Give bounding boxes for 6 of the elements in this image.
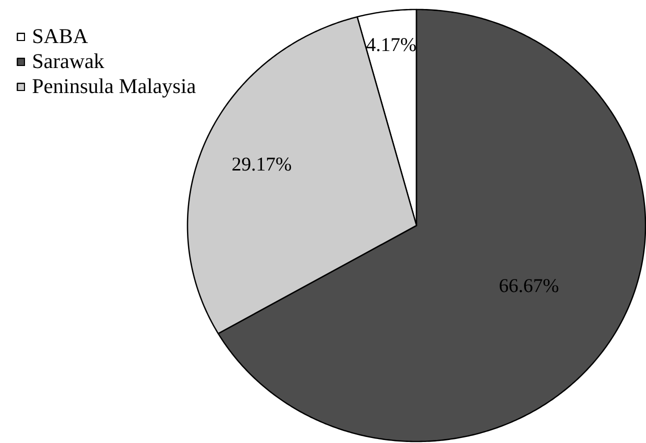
data-label: 66.67% — [498, 276, 559, 298]
data-label: 4.17% — [366, 34, 417, 56]
legend-label: Peninsula Malaysia — [32, 74, 196, 99]
data-label: 29.17% — [232, 154, 292, 176]
legend-label: SABA — [32, 24, 88, 49]
legend-label: Sarawak — [32, 49, 104, 74]
